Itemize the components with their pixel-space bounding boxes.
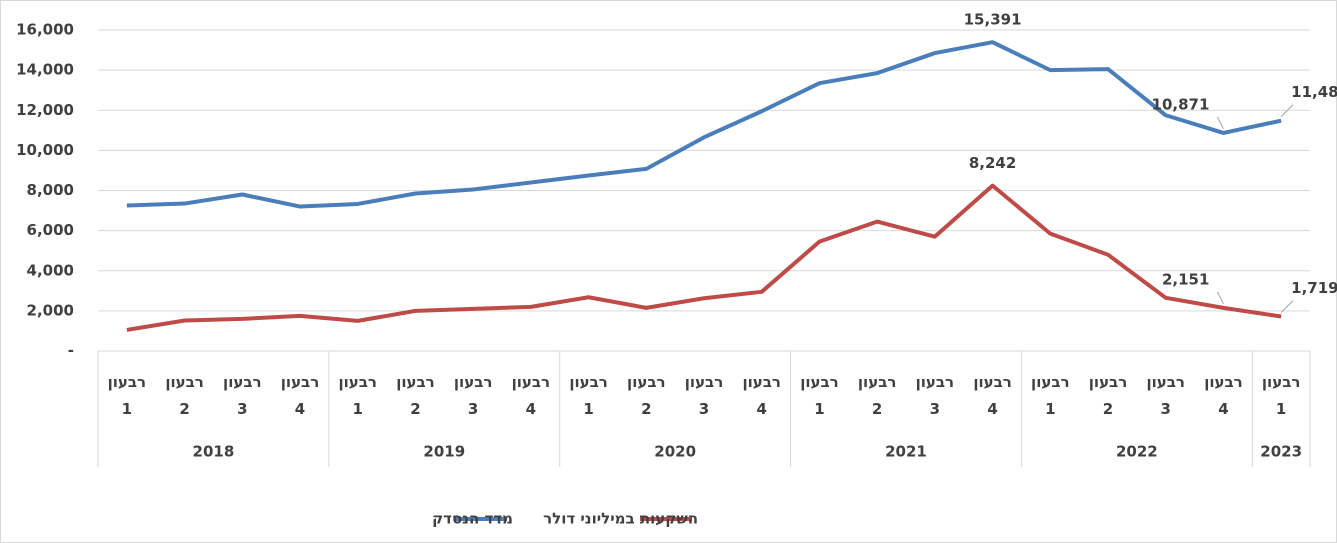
data-label: 2,151	[1162, 270, 1209, 288]
x-tick-label: רבעון 1	[569, 373, 608, 418]
x-tick-label: רבעון 3	[1146, 373, 1185, 418]
x-tick-label: רבעון 2	[1088, 373, 1128, 418]
year-label: 2021	[885, 443, 927, 461]
x-tick-label: רבעון 1	[338, 373, 377, 418]
x-tick-label: רבעון 1	[1261, 373, 1301, 418]
y-tick-label: 12,000	[16, 101, 74, 119]
series-line	[126, 40, 1282, 209]
year-label: 2019	[423, 443, 465, 461]
y-tick-label: -	[68, 342, 74, 360]
x-tick-label: רבעון 3	[223, 373, 262, 418]
y-tick-label: 6,000	[27, 221, 74, 239]
data-label: 15,391	[964, 11, 1022, 29]
y-tick-label: 8,000	[27, 181, 74, 199]
year-label: 2022	[1116, 443, 1158, 461]
leader-line	[1280, 104, 1294, 118]
data-label: 10,871	[1152, 95, 1210, 113]
series-line	[126, 183, 1282, 332]
y-tick-label: 4,000	[27, 261, 74, 279]
x-tick-label: רבעון 2	[165, 373, 204, 418]
x-tick-label: רבעון 2	[857, 373, 897, 418]
x-tick-label: רבעון 2	[627, 373, 666, 418]
x-tick-label: רבעון 2	[396, 373, 435, 418]
y-tick-label: 16,000	[16, 21, 74, 39]
legend-label: השקעות במיליוני דולר	[543, 510, 698, 528]
x-tick-label: רבעון 3	[453, 373, 493, 418]
data-label: 1,719	[1291, 279, 1337, 297]
year-label: 2020	[654, 443, 696, 461]
x-tick-label: רבעון 4	[280, 373, 320, 418]
y-tick-label: 2,000	[27, 301, 74, 319]
x-tick-label: רבעון 1	[107, 373, 147, 418]
x-tick-label: רבעון 4	[511, 373, 551, 418]
y-tick-label: 14,000	[16, 61, 74, 79]
data-label: 11,481	[1291, 83, 1337, 101]
x-tick-label: רבעון 3	[684, 373, 724, 418]
x-tick-label: רבעון 1	[1031, 373, 1070, 418]
year-label: 2018	[193, 443, 235, 461]
data-label: 8,242	[969, 154, 1016, 172]
leader-line	[1280, 300, 1294, 313]
x-tick-label: רבעון 4	[973, 373, 1012, 418]
legend-label: מדד הנסדק	[432, 510, 513, 528]
year-label: 2023	[1260, 443, 1302, 461]
leader-line	[1216, 116, 1224, 130]
x-tick-label: רבעון 3	[915, 373, 955, 418]
leader-line	[1216, 291, 1224, 305]
x-tick-label: רבעון 4	[742, 373, 781, 418]
x-tick-label: רבעון 1	[800, 373, 839, 418]
y-tick-label: 10,000	[16, 141, 74, 159]
x-tick-label: רבעון 4	[1204, 373, 1243, 418]
